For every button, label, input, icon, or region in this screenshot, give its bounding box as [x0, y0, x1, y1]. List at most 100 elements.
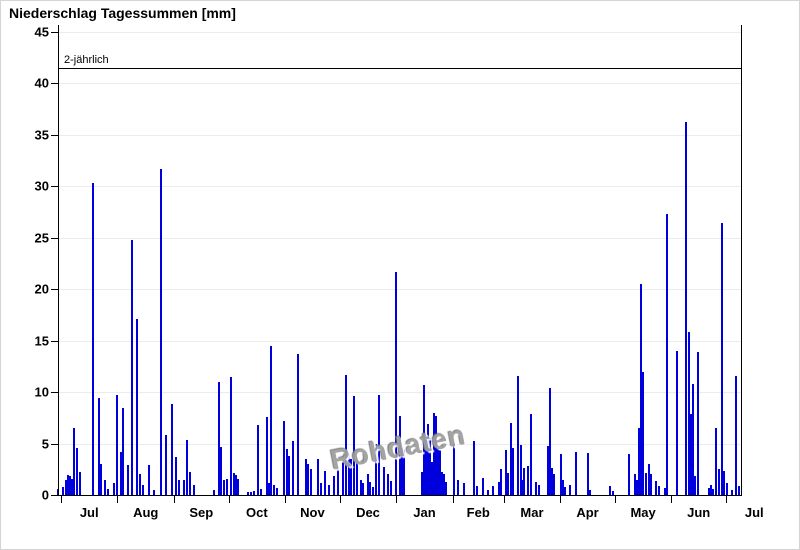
- y-tick-label: 20: [34, 281, 49, 297]
- y-tick-label: 15: [34, 333, 49, 349]
- y-tick-label: 25: [34, 230, 49, 246]
- x-tick: [61, 496, 62, 503]
- bar: [378, 395, 381, 495]
- bar: [551, 468, 554, 495]
- bar: [398, 415, 401, 495]
- bar: [737, 485, 740, 495]
- bar: [636, 479, 639, 495]
- bar: [657, 485, 660, 495]
- bar: [113, 482, 116, 495]
- bar: [170, 404, 173, 495]
- bar: [491, 485, 494, 495]
- y-tick-label: 40: [34, 75, 49, 91]
- x-tick: [285, 496, 287, 503]
- gridline: [58, 134, 741, 136]
- bar: [246, 491, 249, 495]
- x-tick-label: Nov: [300, 505, 325, 520]
- bar: [519, 444, 522, 495]
- x-tick-label: May: [630, 505, 656, 520]
- bar: [332, 476, 335, 495]
- bar: [360, 479, 363, 495]
- bar: [234, 475, 237, 495]
- bar: [383, 467, 386, 495]
- bar: [586, 452, 589, 495]
- bar: [178, 479, 181, 495]
- bar: [434, 415, 437, 495]
- bar: [694, 476, 697, 495]
- gridline: [58, 289, 741, 291]
- bar: [665, 214, 668, 495]
- threshold-line: [58, 68, 741, 69]
- bar: [66, 475, 69, 495]
- bar: [287, 455, 290, 495]
- x-tick-label: Oct: [246, 505, 268, 520]
- bar: [715, 428, 717, 495]
- bar: [316, 458, 319, 495]
- bar: [575, 451, 578, 495]
- bar: [107, 488, 109, 495]
- bar: [510, 422, 513, 495]
- bar: [76, 447, 79, 495]
- bar: [655, 480, 658, 495]
- bar: [611, 490, 614, 495]
- bar: [350, 458, 353, 495]
- bar: [307, 464, 310, 495]
- y-tick: [51, 83, 58, 85]
- bar: [563, 486, 566, 495]
- bar: [692, 383, 695, 495]
- x-tick-label: Jan: [413, 505, 436, 520]
- bar: [164, 435, 167, 495]
- bar: [725, 482, 728, 495]
- bar: [645, 473, 648, 495]
- bar: [127, 465, 130, 495]
- bar: [362, 482, 365, 495]
- bar: [135, 319, 138, 495]
- bar: [212, 489, 215, 495]
- bar: [422, 384, 425, 495]
- gridline: [58, 340, 741, 342]
- bar: [734, 375, 737, 495]
- bar: [148, 465, 150, 495]
- bar: [588, 489, 591, 495]
- bar: [569, 484, 572, 495]
- x-tick: [726, 496, 728, 503]
- bar: [473, 441, 476, 495]
- bar: [438, 449, 441, 495]
- bar: [275, 487, 278, 495]
- x-tick: [452, 496, 454, 503]
- bar: [268, 482, 271, 495]
- bar: [457, 479, 459, 495]
- bar: [608, 485, 611, 495]
- bar: [516, 375, 519, 495]
- bar: [640, 284, 643, 495]
- bar: [328, 484, 331, 495]
- x-tick: [560, 496, 562, 503]
- bar: [68, 476, 71, 495]
- bar: [220, 446, 223, 495]
- bar: [709, 484, 712, 495]
- bar: [70, 478, 73, 495]
- bar: [92, 183, 95, 495]
- bar: [273, 484, 276, 495]
- x-tick: [671, 496, 673, 503]
- bar: [122, 407, 125, 495]
- x-tick-label: Jul: [744, 505, 764, 520]
- bar: [559, 453, 562, 495]
- x-tick-label: Mar: [520, 505, 544, 520]
- bar: [139, 474, 142, 495]
- bar: [116, 395, 119, 495]
- bar: [642, 371, 645, 495]
- bar: [481, 477, 484, 495]
- right-border-line: [741, 25, 742, 496]
- bar: [522, 468, 525, 495]
- gridline: [58, 237, 741, 239]
- y-tick: [51, 340, 58, 342]
- bar: [119, 451, 122, 495]
- gridline: [58, 186, 741, 188]
- x-tick: [503, 496, 505, 503]
- bar: [638, 428, 641, 495]
- y-tick-label: 0: [41, 487, 49, 503]
- x-tick-label: Jun: [687, 505, 711, 520]
- bar: [628, 453, 631, 495]
- bar: [708, 487, 711, 495]
